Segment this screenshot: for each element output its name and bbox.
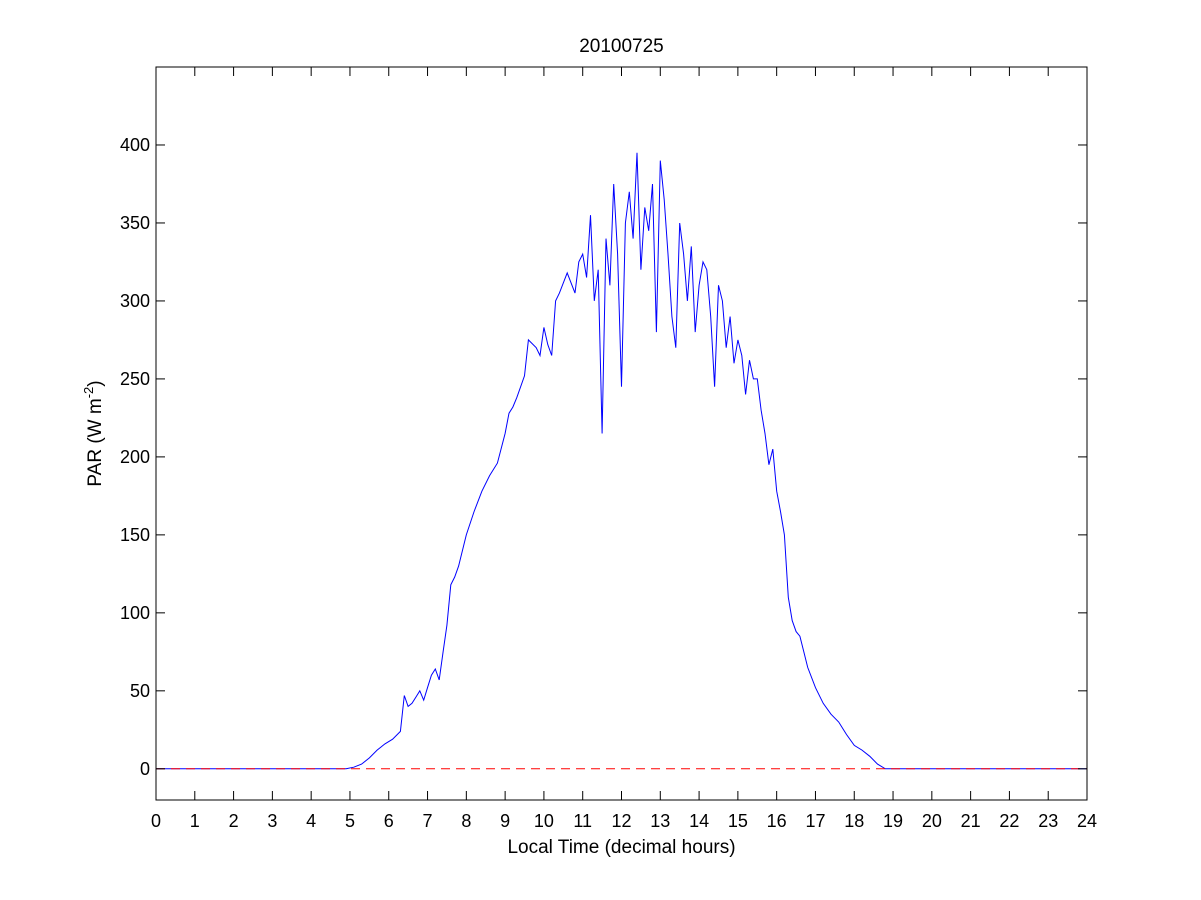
y-tick-label: 200 <box>120 447 150 467</box>
x-tick-label: 22 <box>999 811 1019 831</box>
x-tick-label: 19 <box>883 811 903 831</box>
x-tick-label: 3 <box>267 811 277 831</box>
x-tick-label: 10 <box>534 811 554 831</box>
x-tick-label: 0 <box>151 811 161 831</box>
x-tick-label: 8 <box>461 811 471 831</box>
x-tick-label: 7 <box>423 811 433 831</box>
x-axis-label: Local Time (decimal hours) <box>507 837 735 858</box>
y-axis-ticks: 0 50 100 150 200 250 300 350 400 <box>120 135 1087 779</box>
x-tick-label: 2 <box>229 811 239 831</box>
y-tick-label: 250 <box>120 369 150 389</box>
y-tick-label: 300 <box>120 291 150 311</box>
x-tick-label: 18 <box>844 811 864 831</box>
x-tick-label: 14 <box>689 811 709 831</box>
y-tick-label: 150 <box>120 525 150 545</box>
x-tick-label: 16 <box>767 811 787 831</box>
y-tick-label: 100 <box>120 603 150 623</box>
plot-area <box>156 67 1087 800</box>
x-tick-label: 12 <box>611 811 631 831</box>
x-tick-label: 6 <box>384 811 394 831</box>
x-tick-label: 11 <box>573 811 592 831</box>
y-tick-label: 400 <box>120 135 150 155</box>
y-tick-label: 0 <box>140 759 150 779</box>
x-axis-ticks: 0 1 2 3 4 5 6 7 8 9 10 11 12 13 14 15 16 17 18 19 20 21 22 23 24 <box>151 67 1097 831</box>
series-layer <box>156 152 1087 770</box>
y-axis-label-suffix: ) <box>85 380 106 386</box>
x-tick-label: 5 <box>345 811 355 831</box>
x-tick-label: 23 <box>1038 811 1058 831</box>
x-tick-label: 13 <box>650 811 670 831</box>
x-tick-label: 17 <box>805 811 825 831</box>
x-tick-label: 4 <box>306 811 316 831</box>
x-tick-label: 21 <box>961 811 981 831</box>
y-tick-label: 350 <box>120 213 150 233</box>
x-tick-label: 20 <box>922 811 942 831</box>
y-axis-label: PAR (W m-2) <box>81 380 106 486</box>
chart-title: 20100725 <box>579 36 664 57</box>
y-tick-label: 50 <box>130 681 150 701</box>
y-axis-label-superscript: -2 <box>81 387 96 399</box>
x-tick-label: 9 <box>500 811 510 831</box>
y-axis-label-main: PAR (W m <box>85 398 106 486</box>
x-tick-label: 24 <box>1077 811 1097 831</box>
par-series-line <box>156 152 1087 770</box>
x-tick-label: 1 <box>190 811 200 831</box>
x-tick-label: 15 <box>728 811 748 831</box>
